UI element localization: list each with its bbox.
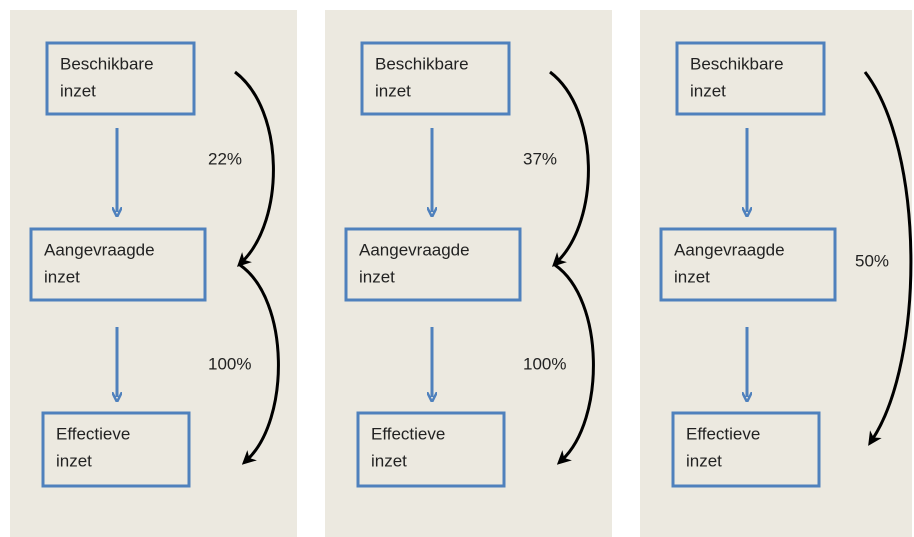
box-text: inzet bbox=[375, 81, 411, 100]
box bbox=[41, 411, 191, 488]
box-text: Aangevraagde bbox=[674, 240, 785, 259]
box-text: inzet bbox=[371, 451, 407, 470]
box bbox=[29, 227, 207, 302]
percentage: 100% bbox=[523, 354, 566, 373]
box bbox=[671, 411, 821, 488]
box-text: inzet bbox=[359, 267, 395, 286]
box-text: inzet bbox=[686, 451, 722, 470]
box bbox=[659, 227, 837, 302]
percentage: 50% bbox=[855, 251, 889, 270]
box bbox=[45, 41, 196, 116]
box-text: Effectieve bbox=[56, 424, 130, 443]
box-text: Aangevraagde bbox=[44, 240, 155, 259]
box-text: Effectieve bbox=[371, 424, 445, 443]
percentage: 22% bbox=[208, 149, 242, 168]
box-text: inzet bbox=[56, 451, 92, 470]
box bbox=[344, 227, 522, 302]
percentage: 37% bbox=[523, 149, 557, 168]
box-text: Beschikbare bbox=[690, 54, 784, 73]
box-text: inzet bbox=[60, 81, 96, 100]
box-text: inzet bbox=[674, 267, 710, 286]
curved-arrow bbox=[239, 263, 280, 465]
box-text: inzet bbox=[690, 81, 726, 100]
curved-arrow bbox=[234, 70, 275, 267]
box bbox=[675, 41, 826, 116]
curved-arrow bbox=[863, 71, 913, 446]
box-text: Beschikbare bbox=[375, 54, 469, 73]
box-text: inzet bbox=[44, 267, 80, 286]
box bbox=[360, 41, 511, 116]
box-text: Aangevraagde bbox=[359, 240, 470, 259]
curved-arrow bbox=[549, 70, 590, 267]
box-text: Beschikbare bbox=[60, 54, 154, 73]
box bbox=[356, 411, 506, 488]
curved-arrow bbox=[554, 263, 595, 465]
percentage: 100% bbox=[208, 354, 251, 373]
box-text: Effectieve bbox=[686, 424, 760, 443]
